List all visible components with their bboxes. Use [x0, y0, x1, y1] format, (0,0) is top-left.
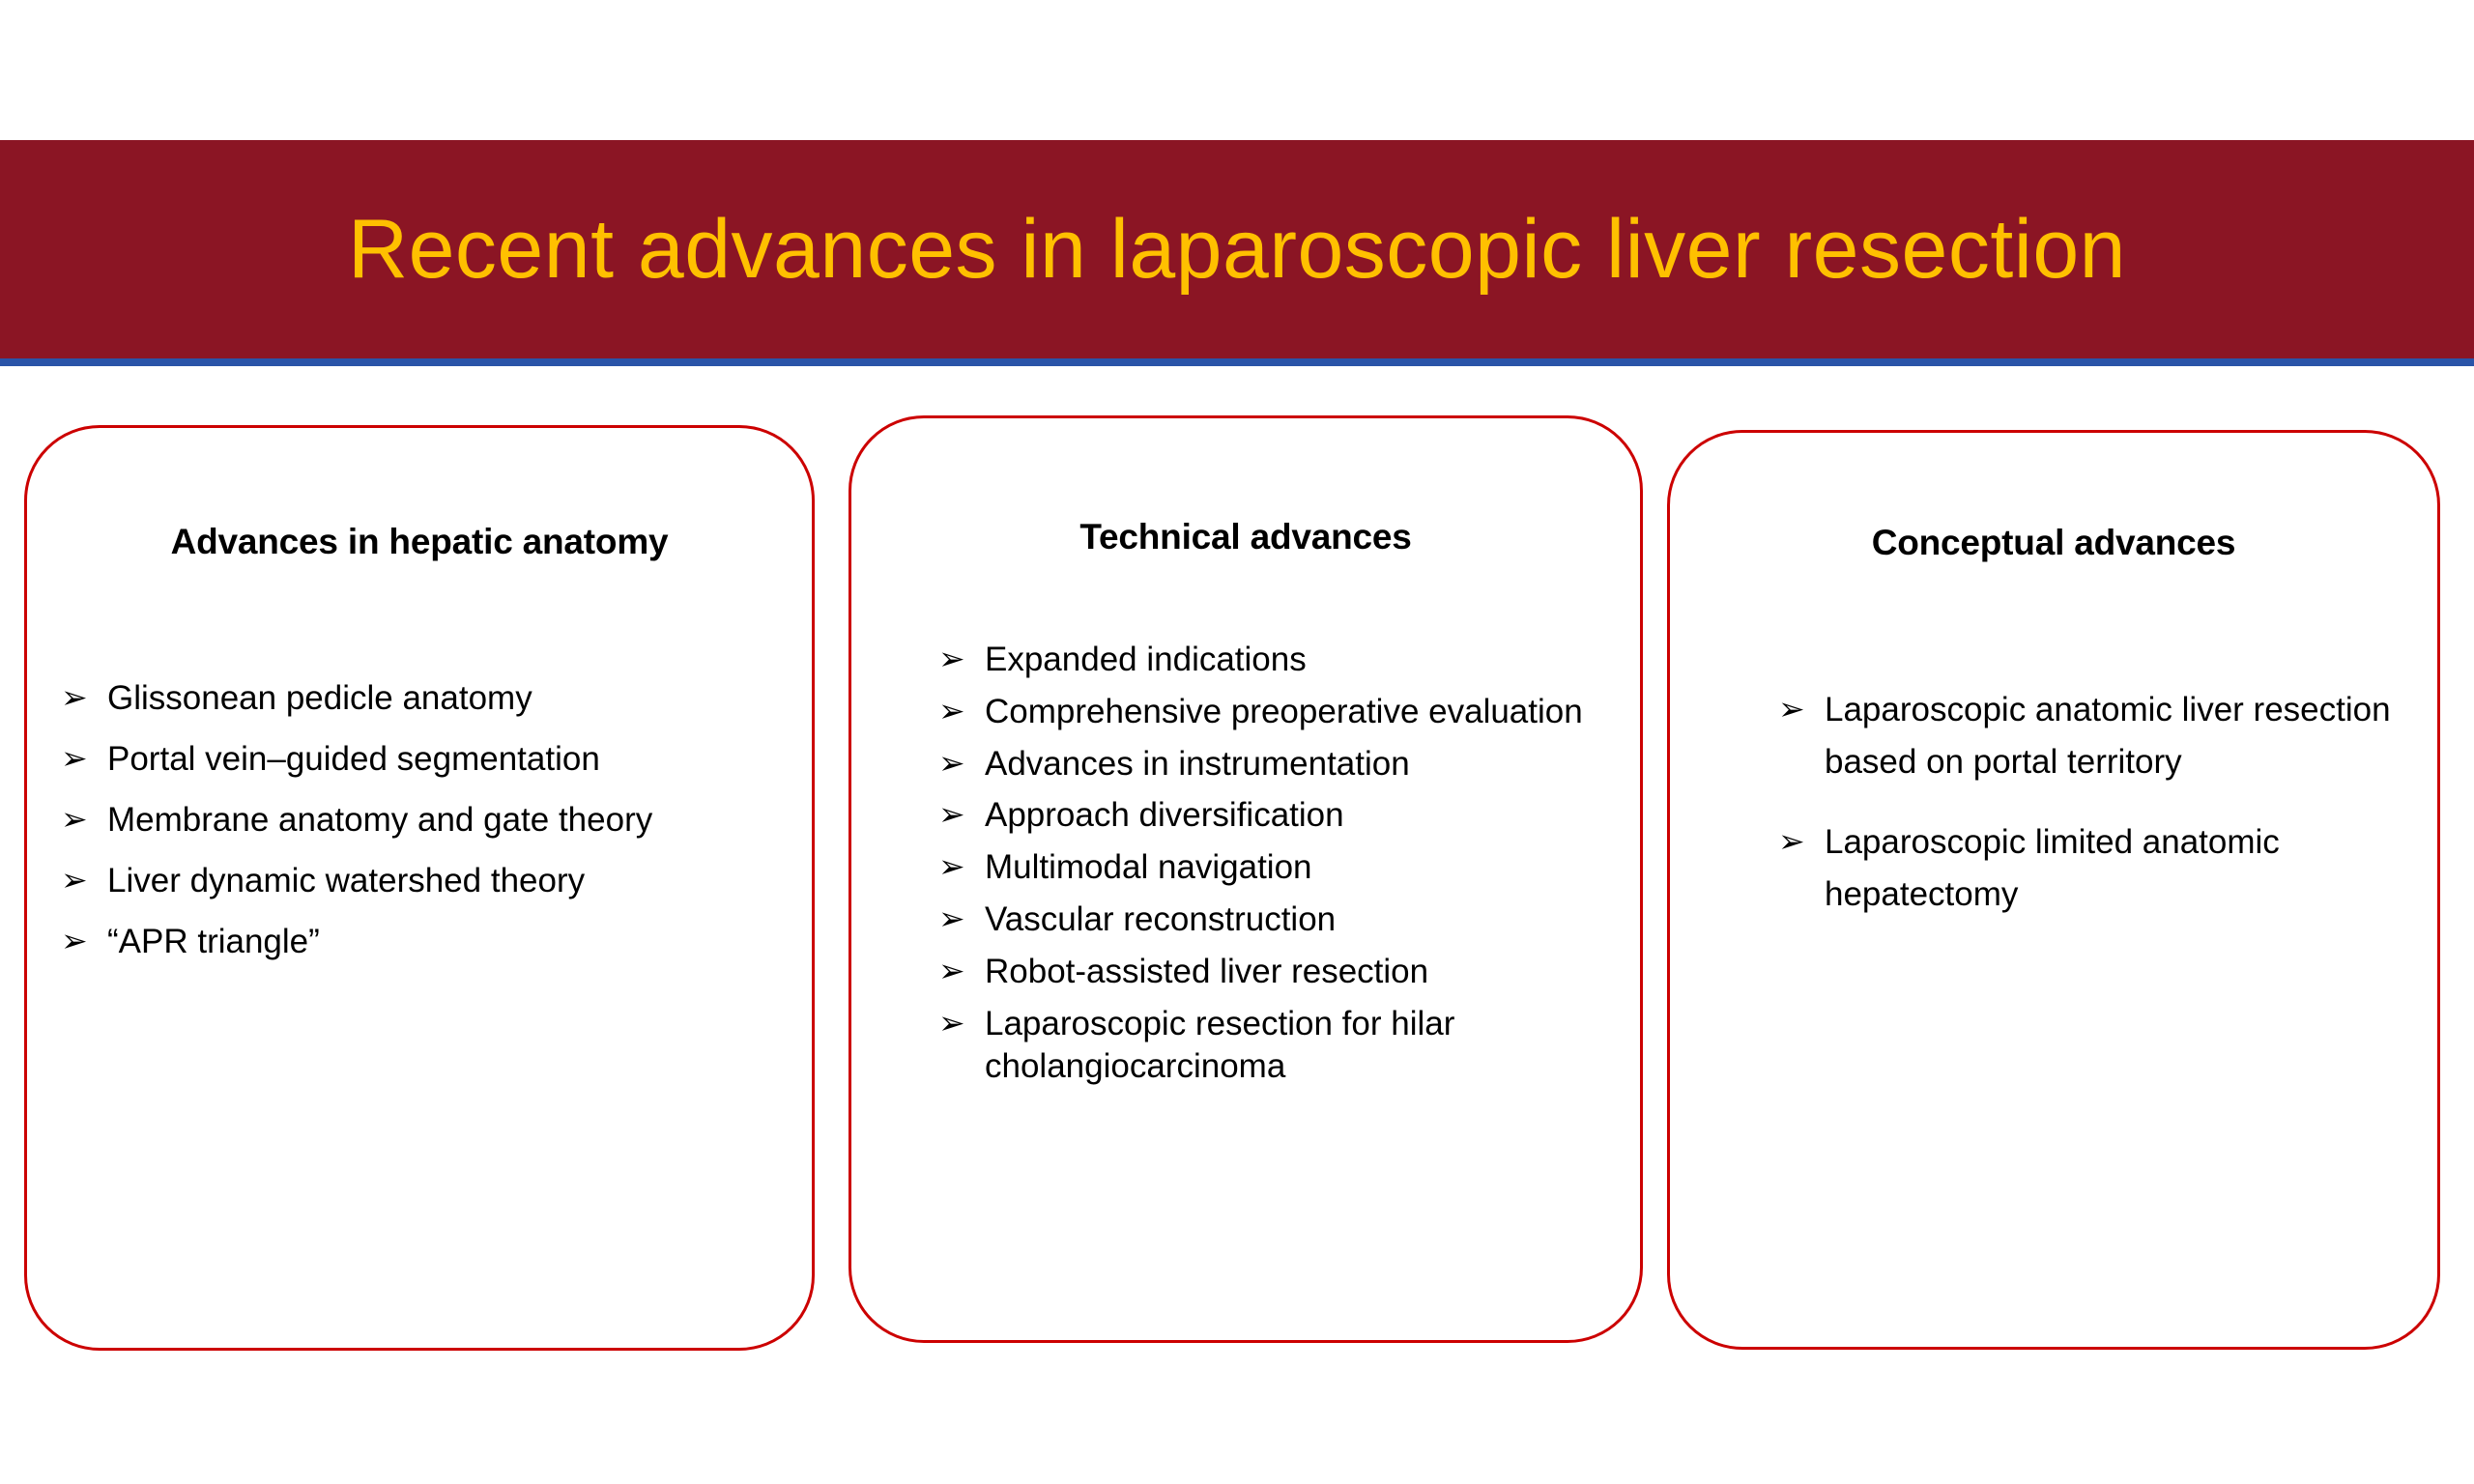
arrow-bullet-icon: ➢ — [938, 951, 965, 989]
list-item-label: Advances in instrumentation — [985, 744, 1410, 783]
list-item-label: Approach diversification — [985, 796, 1344, 835]
arrow-bullet-icon: ➢ — [61, 739, 88, 777]
list-item-label: Laparoscopic resection for hilar cholang… — [985, 1004, 1455, 1086]
arrow-bullet-icon: ➢ — [938, 1003, 965, 1042]
list-item: ➢ Multimodal navigation — [938, 846, 1617, 890]
list-item-label: Portal vein–guided segmentation — [107, 740, 600, 778]
list-item: ➢ Liver dynamic watershed theory — [61, 864, 789, 898]
arrow-bullet-icon: ➢ — [938, 795, 965, 834]
list-item-label: Membrane anatomy and gate theory — [107, 801, 653, 839]
list-item-label: “APR triangle” — [107, 923, 320, 960]
list-item-label: Multimodal navigation — [985, 848, 1312, 887]
list-item: ➢ Laparoscopic limited anatomic hepatect… — [1778, 816, 2414, 922]
list-item: ➢ Advances in instrumentation — [938, 743, 1617, 786]
arrow-bullet-icon: ➢ — [938, 743, 965, 782]
list-item: ➢ Glissonean pedicle anatomy — [61, 681, 789, 715]
list-item: ➢ Membrane anatomy and gate theory — [61, 803, 789, 837]
card-advances-in-hepatic-anatomy: Advances in hepatic anatomy ➢ Glissonean… — [24, 425, 815, 1351]
card-title-technical: Technical advances — [1079, 517, 1412, 556]
list-item-label: Expanded indications — [985, 641, 1307, 678]
list-item: ➢ “APR triangle” — [61, 925, 789, 958]
list-item-label: Laparoscopic anatomic liver resection ba… — [1825, 691, 2391, 782]
list-item: ➢ Robot-assisted liver resection — [938, 951, 1617, 994]
list-item: ➢ Approach diversification — [938, 794, 1617, 838]
arrow-bullet-icon: ➢ — [61, 678, 88, 716]
arrow-bullet-icon: ➢ — [1778, 690, 1805, 728]
arrow-bullet-icon: ➢ — [938, 691, 965, 729]
page-title: Recent advances in laparoscopic liver re… — [348, 203, 2126, 296]
bullet-list-conceptual: ➢ Laparoscopic anatomic liver resection … — [1670, 684, 2437, 948]
list-item: ➢ Vascular reconstruction — [938, 899, 1617, 942]
list-item-label: Robot-assisted liver resection — [985, 952, 1429, 990]
bullet-list-anatomy: ➢ Glissonean pedicle anatomy ➢ Portal ve… — [27, 681, 812, 985]
header-accent-rule — [0, 358, 2474, 366]
card-title-anatomy: Advances in hepatic anatomy — [170, 522, 669, 561]
list-item-label: Vascular reconstruction — [985, 899, 1337, 938]
arrow-bullet-icon: ➢ — [938, 847, 965, 886]
list-item: ➢ Laparoscopic anatomic liver resection … — [1778, 684, 2414, 789]
list-item: ➢ Laparoscopic resection for hilar chola… — [938, 1003, 1617, 1090]
list-item-label: Liver dynamic watershed theory — [107, 862, 586, 899]
arrow-bullet-icon: ➢ — [938, 640, 965, 677]
card-technical-advances: Technical advances ➢ Expanded indication… — [849, 415, 1643, 1343]
list-item-label: Laparoscopic limited anatomic hepatectom… — [1825, 822, 2280, 913]
list-item-label: Glissonean pedicle anatomy — [107, 679, 532, 717]
arrow-bullet-icon: ➢ — [61, 800, 88, 838]
arrow-bullet-icon: ➢ — [61, 861, 88, 899]
list-item: ➢ Expanded indications — [938, 639, 1617, 682]
header-band: Recent advances in laparoscopic liver re… — [0, 140, 2474, 358]
card-conceptual-advances: Conceptual advances ➢ Laparoscopic anato… — [1667, 430, 2440, 1350]
arrow-bullet-icon: ➢ — [61, 922, 88, 959]
arrow-bullet-icon: ➢ — [1778, 821, 1805, 860]
card-title-conceptual: Conceptual advances — [1871, 523, 2236, 562]
list-item: ➢ Portal vein–guided segmentation — [61, 742, 789, 776]
bullet-list-technical: ➢ Expanded indications ➢ Comprehensive p… — [851, 639, 1640, 1098]
list-item-label: Comprehensive preoperative evaluation — [985, 692, 1583, 730]
list-item: ➢ Comprehensive preoperative evaluation — [938, 691, 1617, 734]
arrow-bullet-icon: ➢ — [938, 899, 965, 937]
